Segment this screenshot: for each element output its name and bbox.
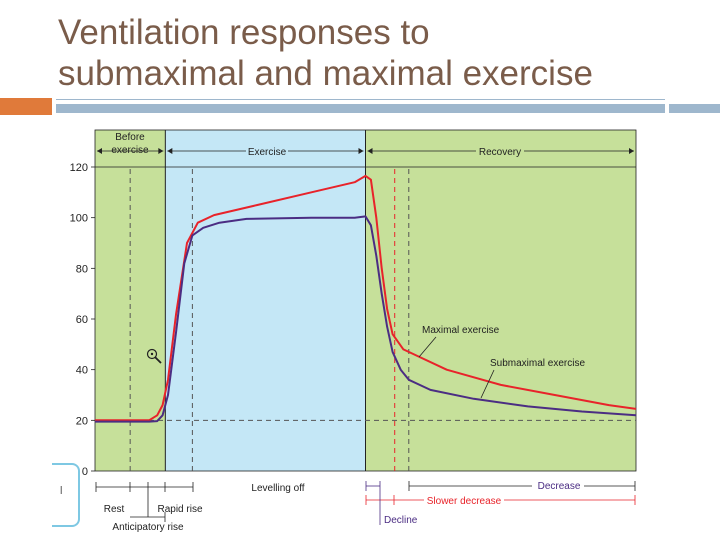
recovery-slower-decrease-bracket: [365, 495, 636, 505]
phase-label-recovery: Recovery: [479, 147, 521, 158]
series-line-submaximal: [95, 215, 637, 423]
series-label-maximal: Maximal exercise: [422, 325, 500, 336]
series-lines: [95, 174, 637, 423]
slide-title-line-2: submaximal and maximal exercise: [58, 54, 593, 93]
recovery-decrease-bracket: [408, 481, 636, 491]
y-tick-label-100: 100: [70, 213, 88, 225]
title-rule-bar: [56, 104, 665, 113]
bottom-label-decrease: Decrease: [538, 481, 581, 492]
recovery-label-bg: [476, 145, 524, 157]
bottom-label-anticipatory-rise: Anticipatory rise: [112, 522, 184, 533]
phase-arrowhead-right-2: [358, 148, 364, 154]
bottom-label-rapid-rise: Rapid rise: [157, 504, 202, 515]
series-label-submaximal: Submaximal exercise: [490, 358, 585, 369]
y-tick-label-40: 40: [76, 365, 88, 377]
phase-arrowhead-left-3: [367, 148, 373, 154]
series-line-maximal: [95, 174, 637, 422]
magnifier-icon: [146, 348, 162, 364]
title-rule-accent: [0, 98, 52, 115]
callout-text: l: [60, 485, 63, 497]
y-tick-label-80: 80: [76, 263, 88, 275]
phase-label-before-line-1: Before: [115, 132, 145, 143]
phase-arrowhead-left-1: [97, 148, 102, 154]
phase-label-before-line-2: exercise: [111, 145, 149, 156]
series-leader-submaximal: [480, 369, 495, 399]
callout-box: l: [52, 463, 80, 527]
y-tick-label-120: 120: [70, 162, 88, 174]
exercise-label-bg: [246, 145, 288, 157]
phase-arrowhead-left-2: [167, 148, 173, 154]
bottom-phase-brackets: [95, 482, 194, 522]
slide-title-line-1: Ventilation responses to: [58, 13, 430, 52]
phase-arrowhead-right-1: [158, 148, 164, 154]
phase-marker-lines: [95, 169, 636, 471]
phase-label-exercise: Exercise: [248, 147, 287, 158]
y-tick-label-20: 20: [76, 415, 88, 427]
bottom-label-rest: Rest: [104, 504, 125, 515]
slide-title: Ventilation responses to submaximal and …: [58, 12, 708, 94]
y-tick-label-60: 60: [76, 314, 88, 326]
title-rule-bar-right: [669, 104, 720, 113]
title-rule-thin: [56, 99, 665, 100]
recovery-decline-bracket: [365, 481, 381, 525]
bottom-label-slower-decrease: Slower decrease: [427, 496, 502, 507]
phase-arrowhead-right-3: [629, 148, 634, 154]
phase-bg-recovery: [365, 130, 636, 471]
series-leader-maximal: [418, 336, 437, 358]
bottom-label-levelling-off: Levelling off: [251, 483, 304, 494]
bottom-label-decline: Decline: [384, 515, 418, 526]
y-tick-label-0: 0: [82, 466, 88, 478]
